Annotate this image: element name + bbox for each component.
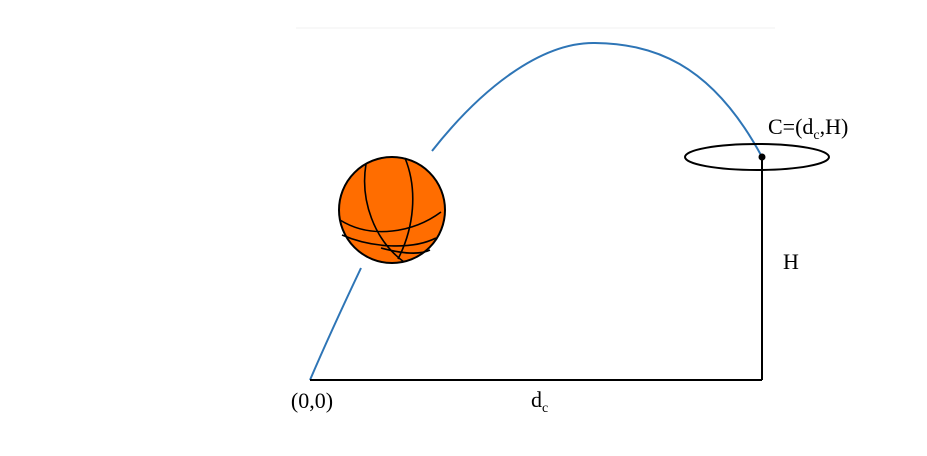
distance-label: dc (531, 387, 548, 416)
origin-label: (0,0) (291, 388, 333, 413)
target-label-suffix: ,H) (820, 114, 849, 139)
trajectory-lower-arc (309, 267, 362, 381)
distance-label-main: d (531, 387, 542, 412)
basketball-icon (338, 156, 446, 264)
hoop-rim-icon (684, 143, 830, 171)
target-label-prefix: C=(d (768, 114, 813, 139)
trajectory-upper-arc (431, 41, 763, 158)
height-label: H (783, 249, 799, 274)
target-point (758, 153, 766, 161)
target-label-subscript: c (813, 128, 819, 143)
target-label: C=(dc,H) (768, 114, 848, 143)
distance-label-subscript: c (542, 401, 548, 416)
